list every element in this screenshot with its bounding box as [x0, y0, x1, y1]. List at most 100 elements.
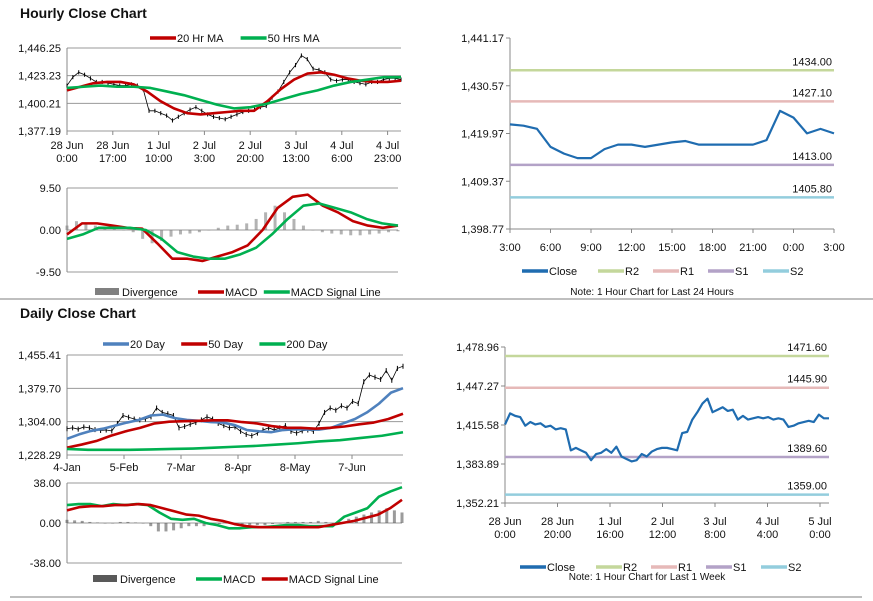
d-price-chart: 1,228.29 1,304.00 1,379.70 1,455.41 4-Jan 5-F… — [18, 339, 404, 474]
y-tick-label: 1,352.21 — [456, 498, 499, 510]
legend-label: R1 — [678, 562, 692, 574]
divergence-bar — [141, 523, 145, 524]
divergence-bar — [88, 521, 92, 523]
divergence-bar — [197, 230, 201, 233]
divergence-bar — [194, 523, 198, 527]
series-line-close — [503, 397, 829, 463]
divergence-bar — [217, 523, 221, 525]
x-tick-label: 5 Jul — [808, 516, 831, 528]
level-label-s1: 1413.00 — [792, 151, 832, 163]
y-tick-label: 1,446.25 — [18, 43, 61, 55]
divergence-bar — [179, 523, 183, 529]
level-label-s2: 1405.80 — [792, 183, 832, 195]
legend-label: Divergence — [120, 574, 176, 586]
divergence-bar — [293, 521, 297, 523]
divergence-bar — [245, 223, 249, 230]
divergence-bar — [73, 520, 77, 523]
series-line-200-day — [66, 430, 404, 452]
series-line-20-hr-ma — [66, 71, 402, 116]
divergence-bar — [387, 230, 391, 233]
series-line-close — [509, 109, 835, 160]
x-tick-label: 0:00 — [56, 153, 77, 165]
divergence-bar — [301, 225, 305, 230]
legend-label: S2 — [790, 266, 803, 278]
x-tick-label: 4 Jul — [330, 140, 353, 152]
level-label-r2: 1434.00 — [792, 56, 832, 68]
x-tick-label: 9:00 — [580, 242, 601, 254]
x-tick-label: 2 Jul — [193, 140, 216, 152]
legend-label: R1 — [680, 266, 694, 278]
legend-label: R2 — [623, 562, 637, 574]
divergence-bar — [286, 521, 290, 523]
divergence-bar — [370, 512, 374, 523]
legend-label: MACD — [225, 287, 257, 299]
series-line-macd-signal-line — [66, 202, 399, 261]
y-tick-label: 1,377.19 — [18, 126, 61, 138]
x-tick-label: 0:00 — [494, 529, 515, 541]
x-tick-label: 4 Jul — [756, 516, 779, 528]
x-tick-label: 3 Jul — [703, 516, 726, 528]
y-tick-label: 1,441.17 — [461, 33, 504, 45]
h-levels-chart: 1,398.77 1,409.37 1,419.97 1,430.57 1,441.17… — [461, 33, 845, 298]
legend-swatch — [93, 575, 117, 582]
d-macd-chart: -38.00 0.00 38.00 Divergence MACD MACD Signal… — [30, 478, 404, 586]
legend: Divergence MACD MACD Signal Line — [93, 574, 379, 586]
divergence-bar — [149, 523, 153, 527]
x-tick-label: 28 Jun — [96, 140, 129, 152]
daily-chart-title: Daily Close Chart — [20, 305, 136, 321]
divergence-bar — [156, 523, 160, 532]
divergence-bar — [368, 230, 372, 235]
divergence-bar — [301, 521, 305, 523]
x-tick-label: 6:00 — [331, 153, 352, 165]
legend-label: R2 — [625, 266, 639, 278]
y-tick-label: 1,400.21 — [18, 98, 61, 110]
divergence-bar — [187, 523, 191, 527]
x-tick-label: 2 Jul — [651, 516, 674, 528]
x-tick-label: 4:00 — [757, 529, 778, 541]
legend-label: MACD Signal Line — [291, 287, 381, 299]
divergence-bar — [111, 523, 115, 524]
x-tick-label: 8-May — [280, 462, 311, 474]
legend-label: S1 — [735, 266, 748, 278]
y-tick-label: 38.00 — [33, 478, 61, 490]
x-tick-label: 20:00 — [236, 153, 264, 165]
divergence-bar — [160, 230, 164, 242]
series-line-50-day — [66, 412, 404, 449]
x-tick-label: 10:00 — [145, 153, 173, 165]
divergence-bar — [172, 523, 176, 531]
divergence-bar — [271, 523, 275, 525]
legend-label: 20 Hr MA — [177, 33, 224, 45]
divergence-bar — [377, 510, 381, 523]
divergence-bar — [330, 230, 334, 234]
chart-note: Note: 1 Hour Chart for Last 24 Hours — [570, 287, 733, 298]
x-tick-label: 7-Jun — [338, 462, 366, 474]
legend: Divergence MACD MACD Signal Line — [95, 287, 381, 299]
legend-label: S1 — [733, 562, 746, 574]
legend-label: Divergence — [122, 287, 178, 299]
legend-label: 50 Day — [208, 339, 243, 351]
divergence-bar — [164, 523, 168, 532]
x-tick-label: 13:00 — [282, 153, 310, 165]
divergence-bar — [169, 230, 173, 237]
x-tick-label: 21:00 — [739, 242, 767, 254]
x-tick-label: 0:00 — [783, 242, 804, 254]
x-tick-label: 17:00 — [99, 153, 127, 165]
divergence-bar — [278, 523, 282, 524]
x-tick-label: 3:00 — [499, 242, 520, 254]
divergence-bar — [385, 508, 389, 523]
y-tick-label: 1,398.77 — [461, 224, 504, 236]
level-label-r1: 1445.90 — [787, 374, 827, 386]
y-tick-label: 1,409.37 — [461, 176, 504, 188]
series-line-macd-signal-line — [66, 498, 403, 529]
legend-label: MACD — [223, 574, 255, 586]
divergence-bar — [263, 523, 267, 526]
divergence-bar — [118, 521, 122, 523]
x-tick-label: 8:00 — [704, 529, 725, 541]
y-tick-label: -9.50 — [36, 267, 61, 279]
divergence-bar — [254, 218, 258, 230]
divergence-bar — [134, 522, 138, 523]
x-tick-label: 23:00 — [374, 153, 402, 165]
divergence-bar — [103, 523, 107, 524]
x-tick-label: 28 Jun — [541, 516, 574, 528]
divergence-bar — [216, 227, 220, 230]
